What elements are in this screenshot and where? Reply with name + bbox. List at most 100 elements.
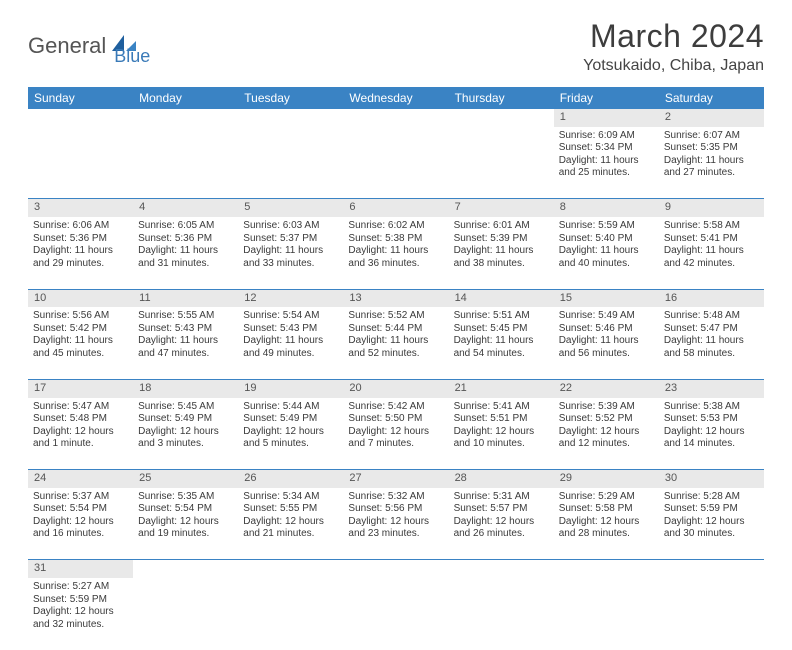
daylight-text: Daylight: 12 hours and 19 minutes. — [138, 516, 233, 541]
sunrise-text: Sunrise: 5:49 AM — [559, 310, 654, 323]
day-detail-cell: Sunrise: 5:41 AMSunset: 5:51 PMDaylight:… — [449, 398, 554, 470]
day-number-cell — [343, 560, 448, 578]
day-number-cell: 19 — [238, 379, 343, 397]
sunrise-text: Sunrise: 5:45 AM — [138, 401, 233, 414]
col-tuesday: Tuesday — [238, 87, 343, 109]
daylight-text: Daylight: 12 hours and 10 minutes. — [454, 426, 549, 451]
day-detail-cell: Sunrise: 6:01 AMSunset: 5:39 PMDaylight:… — [449, 217, 554, 289]
sunrise-text: Sunrise: 6:01 AM — [454, 220, 549, 233]
day-detail-cell: Sunrise: 5:47 AMSunset: 5:48 PMDaylight:… — [28, 398, 133, 470]
sunrise-text: Sunrise: 5:42 AM — [348, 401, 443, 414]
col-monday: Monday — [133, 87, 238, 109]
day-number-cell — [449, 560, 554, 578]
weekday-header-row: Sunday Monday Tuesday Wednesday Thursday… — [28, 87, 764, 109]
sunrise-text: Sunrise: 5:32 AM — [348, 491, 443, 504]
daynum-row: 3456789 — [28, 199, 764, 217]
daylight-text: Daylight: 11 hours and 47 minutes. — [138, 335, 233, 360]
logo-text-blue: Blue — [114, 46, 150, 67]
daylight-text: Daylight: 11 hours and 36 minutes. — [348, 245, 443, 270]
day-detail-cell — [133, 127, 238, 199]
daylight-text: Daylight: 11 hours and 52 minutes. — [348, 335, 443, 360]
day-number-cell: 15 — [554, 289, 659, 307]
day-detail-row: Sunrise: 6:06 AM Sunset: 5:36 PM Daylight:… — [28, 217, 764, 289]
sunrise-text: Sunrise: 5:59 AM — [559, 220, 654, 233]
daylight-text: Daylight: 11 hours and 38 minutes. — [454, 245, 549, 270]
day-number-cell — [659, 560, 764, 578]
day-detail-cell — [449, 127, 554, 199]
day-detail-cell: Sunrise: 5:52 AMSunset: 5:44 PMDaylight:… — [343, 307, 448, 379]
sunrise-text: Sunrise: 5:39 AM — [559, 401, 654, 414]
col-thursday: Thursday — [449, 87, 554, 109]
sunset-text: Sunset: 5:36 PM — [138, 233, 233, 246]
daylight-text: Daylight: 12 hours and 23 minutes. — [348, 516, 443, 541]
sunrise-text: Sunrise: 5:55 AM — [138, 310, 233, 323]
day-number-cell — [133, 109, 238, 127]
day-number-cell: 17 — [28, 379, 133, 397]
day-number-cell: 28 — [449, 470, 554, 488]
day-detail-cell: Sunrise: 5:54 AMSunset: 5:43 PMDaylight:… — [238, 307, 343, 379]
month-title: March 2024 — [583, 18, 764, 55]
sunset-text: Sunset: 5:39 PM — [454, 233, 549, 246]
daylight-text: Daylight: 11 hours and 42 minutes. — [664, 245, 759, 270]
day-number-cell: 27 — [343, 470, 448, 488]
sunrise-text: Sunrise: 6:03 AM — [243, 220, 338, 233]
day-number-cell: 9 — [659, 199, 764, 217]
sunset-text: Sunset: 5:37 PM — [243, 233, 338, 246]
day-number-cell: 25 — [133, 470, 238, 488]
sunset-text: Sunset: 5:54 PM — [33, 503, 128, 516]
title-block: March 2024 Yotsukaido, Chiba, Japan — [583, 18, 764, 75]
sunset-text: Sunset: 5:40 PM — [559, 233, 654, 246]
day-detail-row: Sunrise: 5:37 AMSunset: 5:54 PMDaylight:… — [28, 488, 764, 560]
sunrise-text: Sunrise: 5:34 AM — [243, 491, 338, 504]
sunset-text: Sunset: 5:41 PM — [664, 233, 759, 246]
day-number-cell: 18 — [133, 379, 238, 397]
day-number-cell — [133, 560, 238, 578]
daylight-text: Daylight: 11 hours and 56 minutes. — [559, 335, 654, 360]
day-detail-cell: Sunrise: 5:27 AMSunset: 5:59 PMDaylight:… — [28, 578, 133, 650]
day-number-cell: 22 — [554, 379, 659, 397]
day-detail-cell: Sunrise: 5:37 AMSunset: 5:54 PMDaylight:… — [28, 488, 133, 560]
page-header: General Blue March 2024 Yotsukaido, Chib… — [28, 18, 764, 75]
sunset-text: Sunset: 5:57 PM — [454, 503, 549, 516]
sunrise-text: Sunrise: 5:51 AM — [454, 310, 549, 323]
sunset-text: Sunset: 5:46 PM — [559, 323, 654, 336]
day-detail-cell: Sunrise: 5:48 AMSunset: 5:47 PMDaylight:… — [659, 307, 764, 379]
sunrise-text: Sunrise: 5:29 AM — [559, 491, 654, 504]
daylight-text: Daylight: 12 hours and 16 minutes. — [33, 516, 128, 541]
day-number-cell: 26 — [238, 470, 343, 488]
sunset-text: Sunset: 5:54 PM — [138, 503, 233, 516]
sunrise-text: Sunrise: 6:05 AM — [138, 220, 233, 233]
day-detail-cell: Sunrise: 5:34 AMSunset: 5:55 PMDaylight:… — [238, 488, 343, 560]
col-friday: Friday — [554, 87, 659, 109]
day-detail-cell: Sunrise: 5:51 AMSunset: 5:45 PMDaylight:… — [449, 307, 554, 379]
daylight-text: Daylight: 11 hours and 49 minutes. — [243, 335, 338, 360]
day-number-cell: 4 — [133, 199, 238, 217]
day-number-cell: 12 — [238, 289, 343, 307]
day-number-cell: 3 — [28, 199, 133, 217]
day-detail-cell: Sunrise: 5:31 AMSunset: 5:57 PMDaylight:… — [449, 488, 554, 560]
day-detail-cell: Sunrise: 6:06 AMSunset: 5:36 PMDaylight:… — [28, 217, 133, 289]
day-number-cell: 24 — [28, 470, 133, 488]
sunrise-text: Sunrise: 5:54 AM — [243, 310, 338, 323]
day-number-cell: 14 — [449, 289, 554, 307]
day-detail-cell — [554, 578, 659, 650]
day-number-cell: 10 — [28, 289, 133, 307]
day-detail-cell: Sunrise: 5:28 AMSunset: 5:59 PMDaylight:… — [659, 488, 764, 560]
sunset-text: Sunset: 5:51 PM — [454, 413, 549, 426]
day-detail-row: Sunrise: 5:56 AMSunset: 5:42 PMDaylight:… — [28, 307, 764, 379]
day-detail-row: Sunrise: 6:09 AMSunset: 5:34 PMDaylight:… — [28, 127, 764, 199]
sunrise-text: Sunrise: 5:28 AM — [664, 491, 759, 504]
day-detail-cell: Sunrise: 6:05 AMSunset: 5:36 PMDaylight:… — [133, 217, 238, 289]
daylight-text: Daylight: 11 hours and 25 minutes. — [559, 155, 654, 180]
sunset-text: Sunset: 5:43 PM — [243, 323, 338, 336]
sunset-text: Sunset: 5:49 PM — [138, 413, 233, 426]
day-number-cell — [554, 560, 659, 578]
sunset-text: Sunset: 5:49 PM — [243, 413, 338, 426]
sunrise-text: Sunrise: 6:06 AM — [33, 220, 128, 233]
day-detail-cell: Sunrise: 5:58 AMSunset: 5:41 PMDaylight:… — [659, 217, 764, 289]
day-detail-cell: Sunrise: 6:02 AMSunset: 5:38 PMDaylight:… — [343, 217, 448, 289]
day-number-cell: 8 — [554, 199, 659, 217]
sunset-text: Sunset: 5:47 PM — [664, 323, 759, 336]
daynum-row: 31 — [28, 560, 764, 578]
sunrise-text: Sunrise: 6:09 AM — [559, 130, 654, 143]
